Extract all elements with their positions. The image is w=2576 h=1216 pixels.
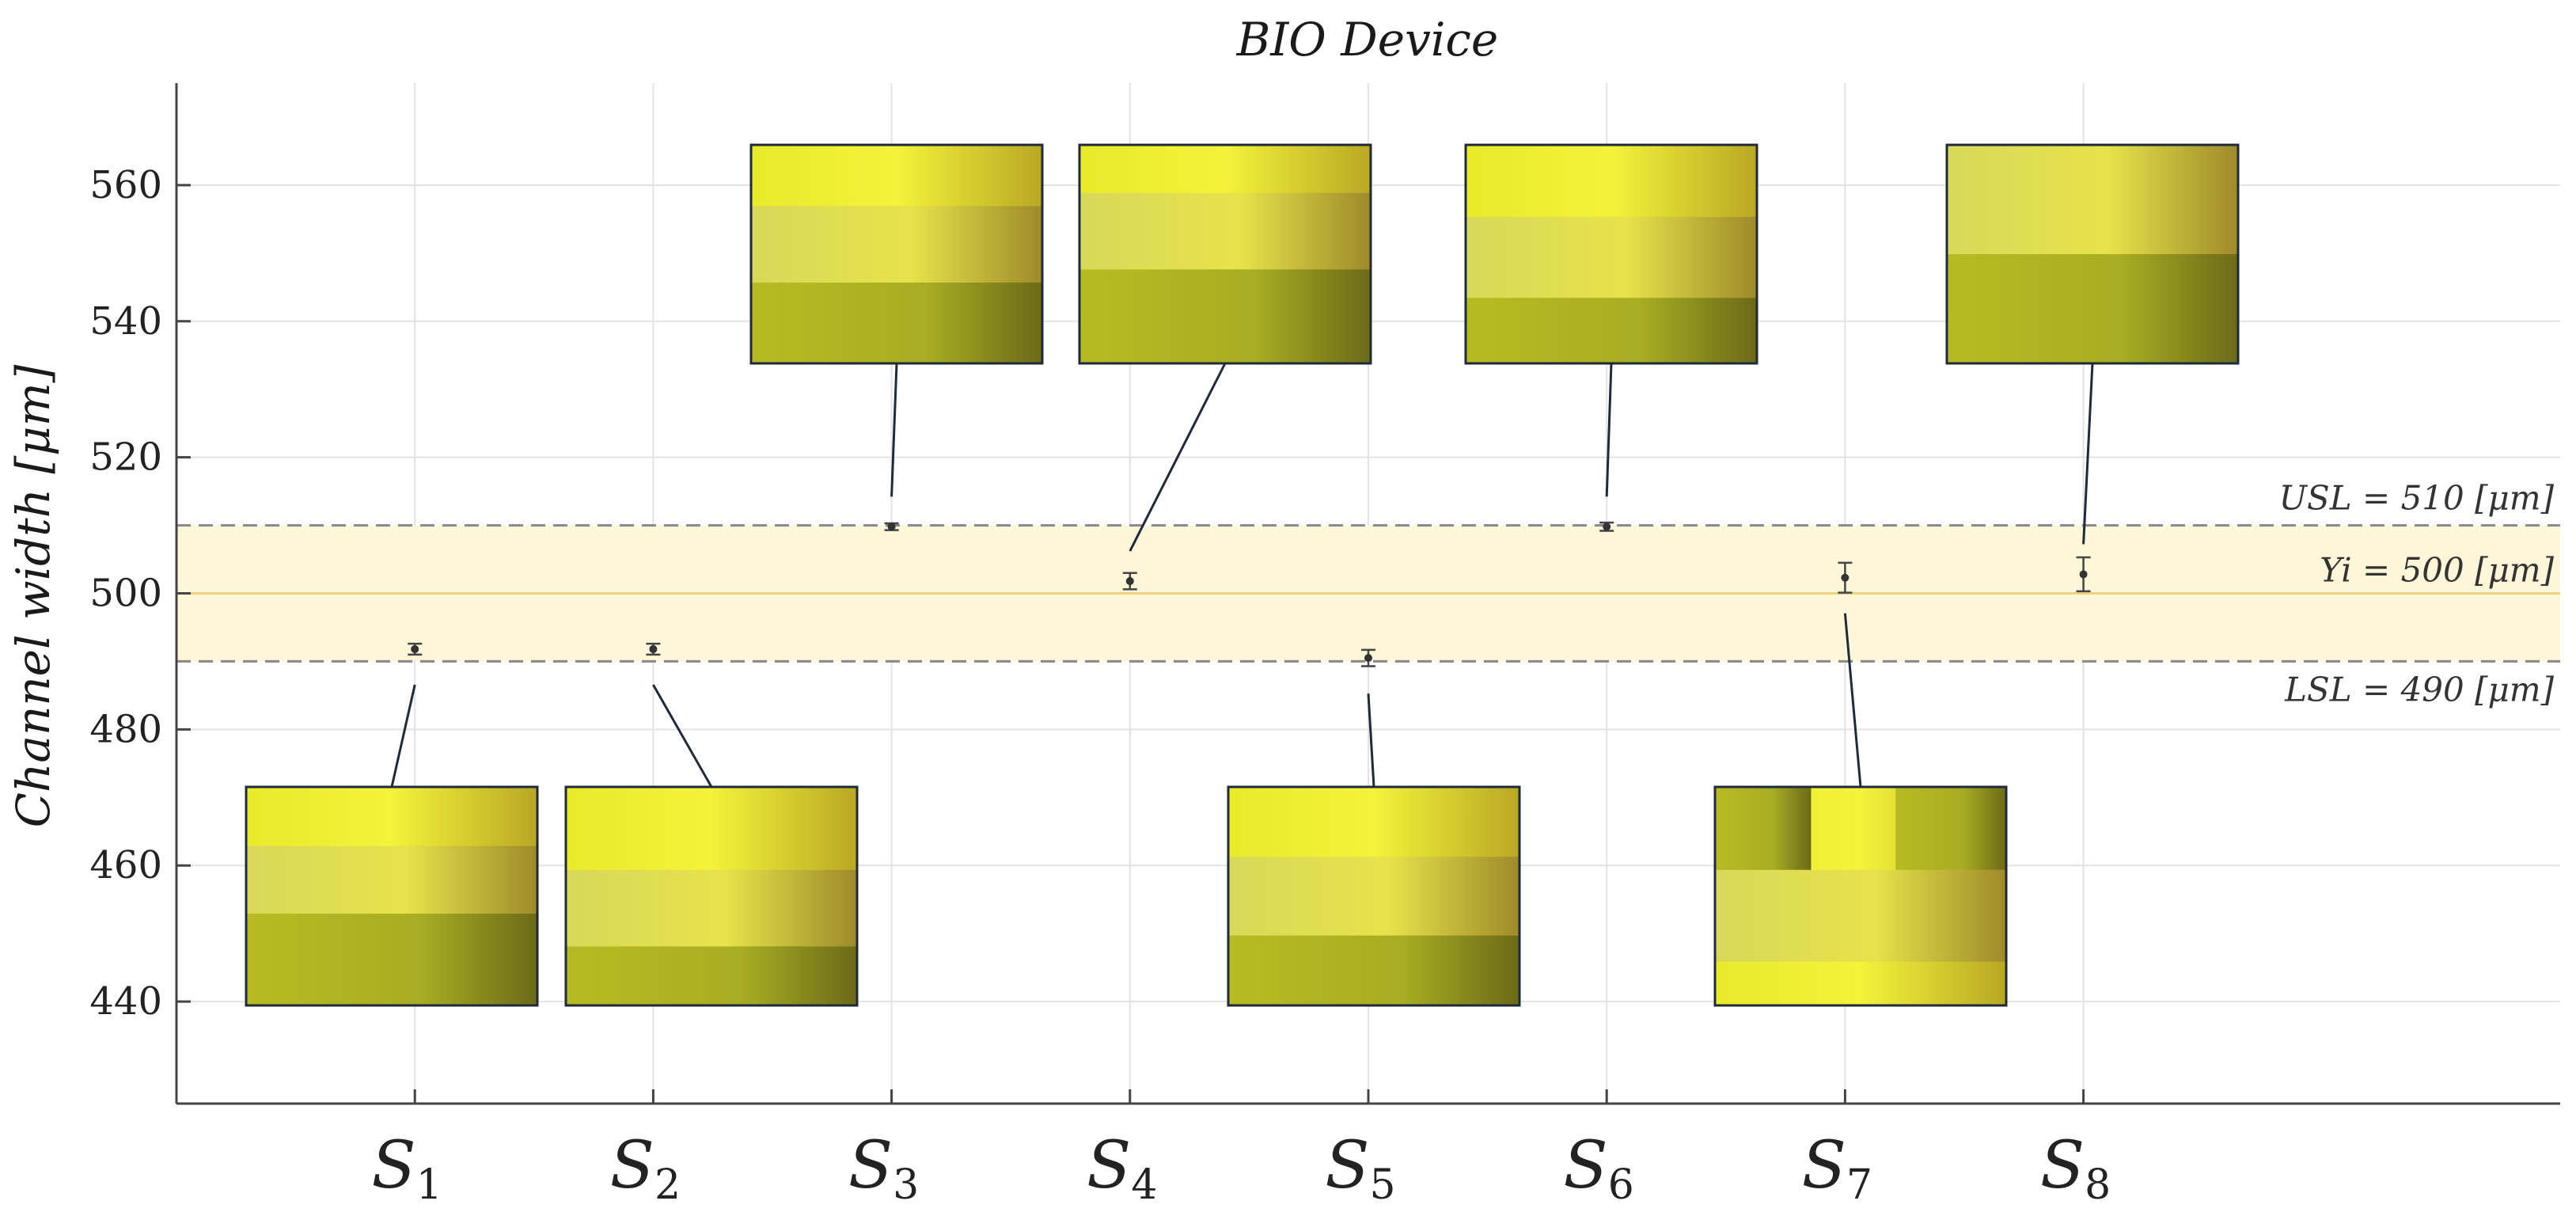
y-tick-label: 440 xyxy=(89,979,162,1024)
y-tick-label: 480 xyxy=(89,707,162,751)
y-axis-label: Channel width [μm] xyxy=(6,364,60,827)
inset-connector xyxy=(890,363,898,497)
data-point-2 xyxy=(646,642,661,656)
inset-channel-wall xyxy=(1715,787,1812,870)
inset-channel xyxy=(566,869,857,947)
data-point-3 xyxy=(884,522,899,531)
reference-line-label: LSL = 490 [μm] xyxy=(2284,670,2554,709)
axes: 440 460 480 500 520 540 560 S1 S2 S3 S4 S5 S6 S7 S8 xyxy=(89,83,2560,1209)
reference-line-label: USL = 510 [μm] xyxy=(2279,479,2555,518)
inset-connector xyxy=(390,684,416,788)
inset-channel xyxy=(1715,869,2006,962)
y-tick-label: 500 xyxy=(89,572,162,616)
x-tick-label: S6 xyxy=(1564,1128,1634,1209)
inset-channel-wall xyxy=(1079,269,1371,363)
micrograph-inset xyxy=(1227,694,1521,1007)
data-point-1 xyxy=(408,642,423,656)
data-points xyxy=(408,521,2091,667)
micrograph-insets xyxy=(245,143,2240,1007)
inset-channel xyxy=(246,846,537,914)
x-tick-label: S4 xyxy=(1087,1128,1157,1209)
inset-connector xyxy=(652,684,713,788)
y-tick-label: 560 xyxy=(89,163,162,207)
inset-connector xyxy=(1843,613,1862,788)
inset-connector xyxy=(1129,363,1227,552)
data-point-8 xyxy=(2076,556,2091,593)
data-point-6 xyxy=(1599,521,1614,532)
x-tick-label: S5 xyxy=(1325,1128,1395,1209)
inset-connector xyxy=(1367,694,1375,788)
inset-channel xyxy=(751,206,1042,283)
data-point-5 xyxy=(1361,648,1375,667)
data-marker xyxy=(887,522,896,531)
y-tick-label: 460 xyxy=(89,843,162,887)
micrograph-inset xyxy=(1945,143,2240,545)
data-point-7 xyxy=(1838,561,1853,594)
data-marker xyxy=(1603,522,1611,531)
inset-channel-wall xyxy=(566,946,857,1005)
inset-channel-wall xyxy=(1466,298,1757,363)
x-tick-label: S1 xyxy=(372,1128,442,1209)
micrograph-inset xyxy=(1078,143,1372,552)
reference-lines: USL = 510 [μm] Yi = 500 [μm] LSL = 490 [μm… xyxy=(176,479,2560,709)
micrograph-inset xyxy=(1713,613,2008,1007)
data-marker xyxy=(411,644,419,653)
data-point-4 xyxy=(1122,572,1137,591)
data-marker xyxy=(1125,577,1134,586)
x-tick-label: S3 xyxy=(848,1128,919,1209)
micrograph-inset xyxy=(1464,143,1758,497)
micrograph-inset xyxy=(749,143,1044,497)
reference-line-label: Yi = 500 [μm] xyxy=(2320,551,2554,590)
y-tick-label: 520 xyxy=(89,435,162,480)
inset-channel-wall xyxy=(1947,254,2238,363)
data-marker xyxy=(1841,573,1849,582)
x-tick-label: S2 xyxy=(610,1128,681,1209)
inset-channel xyxy=(1228,857,1519,936)
inset-channel xyxy=(1947,145,2238,254)
chart-title: BIO Device xyxy=(1236,13,1498,66)
inset-channel xyxy=(1466,217,1757,298)
x-tick-label: S8 xyxy=(2040,1128,2111,1209)
inset-channel-wall xyxy=(1895,787,2006,870)
data-marker xyxy=(2079,570,2088,579)
inset-channel-wall xyxy=(1228,935,1519,1005)
data-marker xyxy=(649,644,658,653)
x-tick-label: S7 xyxy=(1802,1128,1872,1209)
y-tick-label: 540 xyxy=(89,299,162,344)
inset-channel-wall xyxy=(246,914,537,1005)
inset-connector xyxy=(1605,363,1613,497)
micrograph-inset xyxy=(245,684,539,1007)
inset-channel-wall xyxy=(751,282,1042,363)
micrograph-inset xyxy=(564,684,859,1007)
inset-connector xyxy=(2082,363,2094,545)
data-marker xyxy=(1364,654,1372,663)
inset-channel xyxy=(1079,192,1371,270)
